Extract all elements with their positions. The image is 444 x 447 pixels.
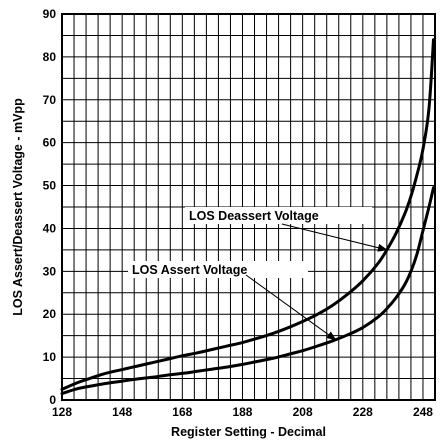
y-tick-label: 20 <box>43 307 57 321</box>
x-tick-label: 168 <box>172 405 192 419</box>
annotation-label-background <box>128 261 308 278</box>
assert-voltage-line <box>60 186 435 396</box>
plot-frame <box>61 13 436 401</box>
x-tick-label: 208 <box>293 405 313 419</box>
y-tick-label: 10 <box>43 350 57 364</box>
deassert-voltage-label: LOS Deassert Voltage <box>189 209 319 223</box>
y-tick-label: 70 <box>43 93 57 107</box>
y-tick-label: 90 <box>43 7 57 21</box>
annotation-layer: LOS Deassert Voltage LOS Assert Voltage <box>128 207 388 341</box>
x-axis-title: Register Setting - Decimal <box>171 425 326 439</box>
y-tick-label: 40 <box>43 221 57 235</box>
y-axis-title: LOS Assert/Deassert Voltage - mVpp <box>11 98 25 316</box>
x-tick-label: 228 <box>353 405 373 419</box>
x-tick-label: 188 <box>232 405 252 419</box>
y-tick-label: 60 <box>43 136 57 150</box>
assert-voltage-label: LOS Assert Voltage <box>132 263 247 277</box>
y-tick-label: 50 <box>43 179 57 193</box>
x-tick-label: 248 <box>413 405 433 419</box>
series-layer <box>60 38 435 396</box>
y-tick-label: 0 <box>49 393 56 407</box>
y-tick-labels: 0 10 20 30 40 50 60 70 80 90 <box>43 7 57 407</box>
x-tick-label: 128 <box>52 405 72 419</box>
y-tick-label: 80 <box>43 50 57 64</box>
x-tick-label: 148 <box>112 405 132 419</box>
y-tick-label: 30 <box>43 264 57 278</box>
deassert-leader-arrow <box>281 223 388 252</box>
assert-leader-arrow <box>245 274 337 341</box>
annotation-label-background <box>185 207 372 224</box>
deassert-voltage-line <box>60 38 435 391</box>
x-tick-labels: 128 148 168 188 208 228 248 <box>52 405 433 419</box>
